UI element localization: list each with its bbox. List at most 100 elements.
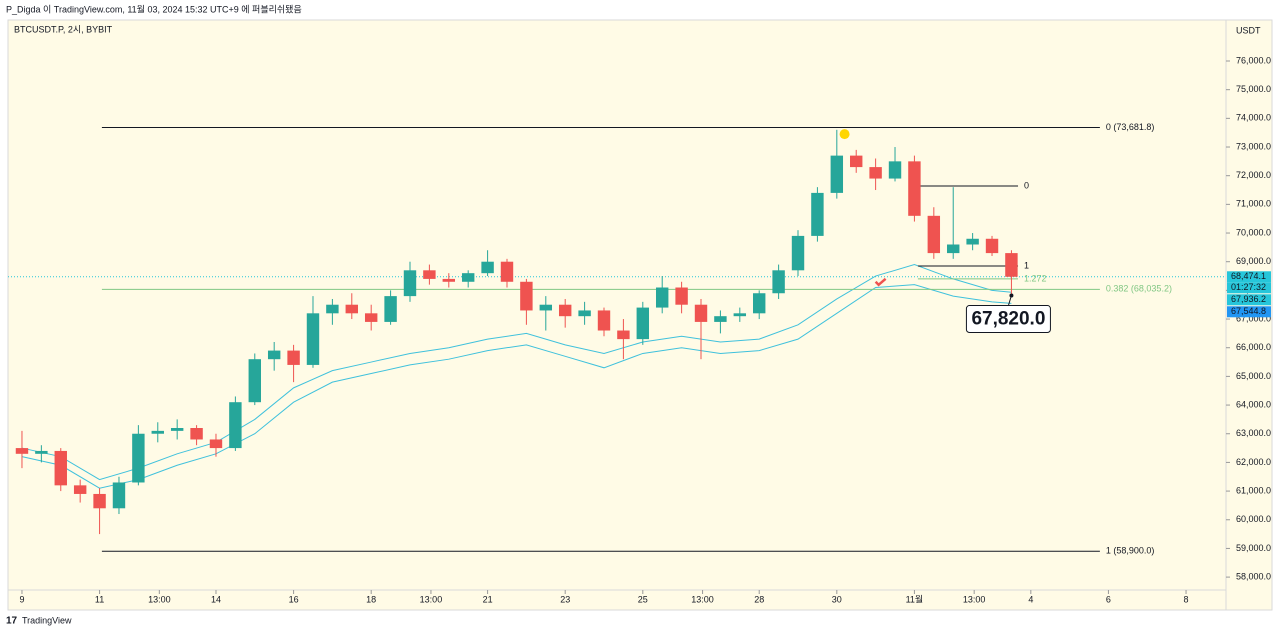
candle-body bbox=[791, 235, 805, 271]
callout-pointer bbox=[1007, 295, 1012, 306]
candle-body bbox=[675, 287, 688, 305]
x-tick-label: 13:00 bbox=[148, 594, 171, 604]
candle-body bbox=[888, 161, 902, 179]
candle-body bbox=[423, 270, 436, 279]
y-tick-label: 67,000.0 bbox=[1236, 313, 1271, 323]
candle-body bbox=[170, 428, 184, 431]
candle-body bbox=[694, 304, 708, 322]
x-tick-label: 13:00 bbox=[691, 594, 714, 604]
x-tick-label: 11 bbox=[95, 594, 104, 604]
countdown-badge bbox=[1227, 282, 1271, 294]
candle-body bbox=[830, 155, 844, 193]
candle-body bbox=[248, 359, 261, 403]
candle-body bbox=[481, 261, 494, 274]
candle-body bbox=[15, 448, 29, 454]
candle-body bbox=[364, 313, 378, 322]
y-tick-label: 76,000.0 bbox=[1236, 55, 1271, 65]
footer-logo: 17 TradingView bbox=[6, 615, 72, 626]
price-badge-label: 67,936.2 bbox=[1231, 294, 1266, 304]
y-tick-label: 62,000.0 bbox=[1236, 457, 1271, 467]
x-tick-label: 28 bbox=[754, 594, 764, 604]
candle-body bbox=[772, 270, 785, 294]
x-tick-label: 13:00 bbox=[420, 594, 443, 604]
x-tick-label: 25 bbox=[638, 594, 648, 604]
band-line bbox=[21, 284, 1012, 489]
y-tick-label: 75,000.0 bbox=[1236, 84, 1271, 94]
candle-body bbox=[908, 161, 921, 216]
x-tick-label: 21 bbox=[483, 594, 493, 604]
x-tick-label: 23 bbox=[560, 594, 570, 604]
candle-body bbox=[850, 155, 863, 168]
candle-body bbox=[384, 296, 397, 322]
y-tick-label: 58,000.0 bbox=[1236, 571, 1271, 581]
candle-body bbox=[578, 310, 591, 317]
candle-body bbox=[190, 428, 203, 440]
price-badge-label: 67,544.8 bbox=[1231, 306, 1266, 316]
candle-body bbox=[229, 402, 242, 449]
candle-body bbox=[35, 450, 48, 454]
candle-body bbox=[927, 215, 941, 254]
y-tick-label: 60,000.0 bbox=[1236, 514, 1271, 524]
x-tick-label: 18 bbox=[366, 594, 376, 604]
candle-body bbox=[442, 278, 456, 282]
candle-body bbox=[558, 304, 572, 317]
y-tick-label: 72,000.0 bbox=[1236, 170, 1271, 180]
candle-body bbox=[326, 304, 339, 314]
candle-body bbox=[811, 192, 824, 236]
y-tick-label: 74,000.0 bbox=[1236, 113, 1271, 123]
time-axis bbox=[7, 589, 1227, 611]
x-tick-label: 16 bbox=[289, 594, 299, 604]
candle-body bbox=[655, 287, 669, 308]
candle-body bbox=[306, 313, 320, 365]
candle-body bbox=[714, 316, 727, 322]
candle-body bbox=[520, 281, 533, 311]
level-label: 0 bbox=[1024, 180, 1029, 190]
candle-body bbox=[403, 270, 417, 297]
band-line bbox=[21, 264, 1012, 481]
logo-icon: 17 bbox=[6, 616, 18, 627]
y-tick-label: 61,000.0 bbox=[1236, 485, 1271, 495]
candle-body bbox=[985, 238, 999, 254]
y-tick-label: 73,000.0 bbox=[1236, 141, 1271, 151]
candle-body bbox=[345, 304, 358, 314]
price-badge bbox=[1227, 271, 1271, 283]
level-label: 0 (73,681.8) bbox=[1106, 122, 1155, 132]
candle-body bbox=[869, 167, 882, 179]
candle-body bbox=[617, 330, 630, 340]
candle-body bbox=[287, 350, 300, 365]
currency-label: USDT bbox=[1236, 25, 1261, 35]
header-text: P_Digda 이 TradingView.com, 11월 03, 2024 … bbox=[6, 3, 302, 14]
marker-dot bbox=[839, 129, 850, 140]
x-tick-label: 14 bbox=[211, 594, 221, 604]
level-label: 1 (58,900.0) bbox=[1106, 546, 1155, 556]
candle-body bbox=[636, 307, 650, 340]
x-tick-label: 4 bbox=[1028, 594, 1033, 604]
callout-box bbox=[965, 305, 1051, 334]
candle-body bbox=[947, 244, 960, 254]
candle-body bbox=[753, 293, 766, 314]
y-tick-label: 70,000.0 bbox=[1236, 227, 1271, 237]
plot-area bbox=[7, 19, 1227, 591]
level-label: 0.382 (68,035.2) bbox=[1106, 284, 1172, 294]
x-tick-label: 30 bbox=[832, 594, 842, 604]
candle-body bbox=[151, 430, 164, 434]
y-tick-label: 65,000.0 bbox=[1236, 371, 1271, 381]
candle-body bbox=[209, 439, 223, 449]
x-tick-label: 6 bbox=[1106, 594, 1111, 604]
candle-body bbox=[132, 433, 145, 483]
y-tick-label: 66,000.0 bbox=[1236, 342, 1271, 352]
level-label: 1.272 bbox=[1024, 273, 1047, 283]
candle-body bbox=[966, 238, 979, 245]
candle-body bbox=[54, 450, 67, 486]
candle-body bbox=[1005, 253, 1018, 277]
price-badge bbox=[1227, 294, 1271, 306]
price-badge bbox=[1227, 306, 1271, 318]
y-tick-label: 63,000.0 bbox=[1236, 428, 1271, 438]
candle-body bbox=[597, 310, 611, 331]
y-tick-label: 71,000.0 bbox=[1236, 199, 1271, 209]
candle-body bbox=[733, 313, 747, 317]
countdown-label: 01:27:32 bbox=[1231, 282, 1266, 292]
y-tick-label: 69,000.0 bbox=[1236, 256, 1271, 266]
check-mark bbox=[874, 277, 887, 287]
